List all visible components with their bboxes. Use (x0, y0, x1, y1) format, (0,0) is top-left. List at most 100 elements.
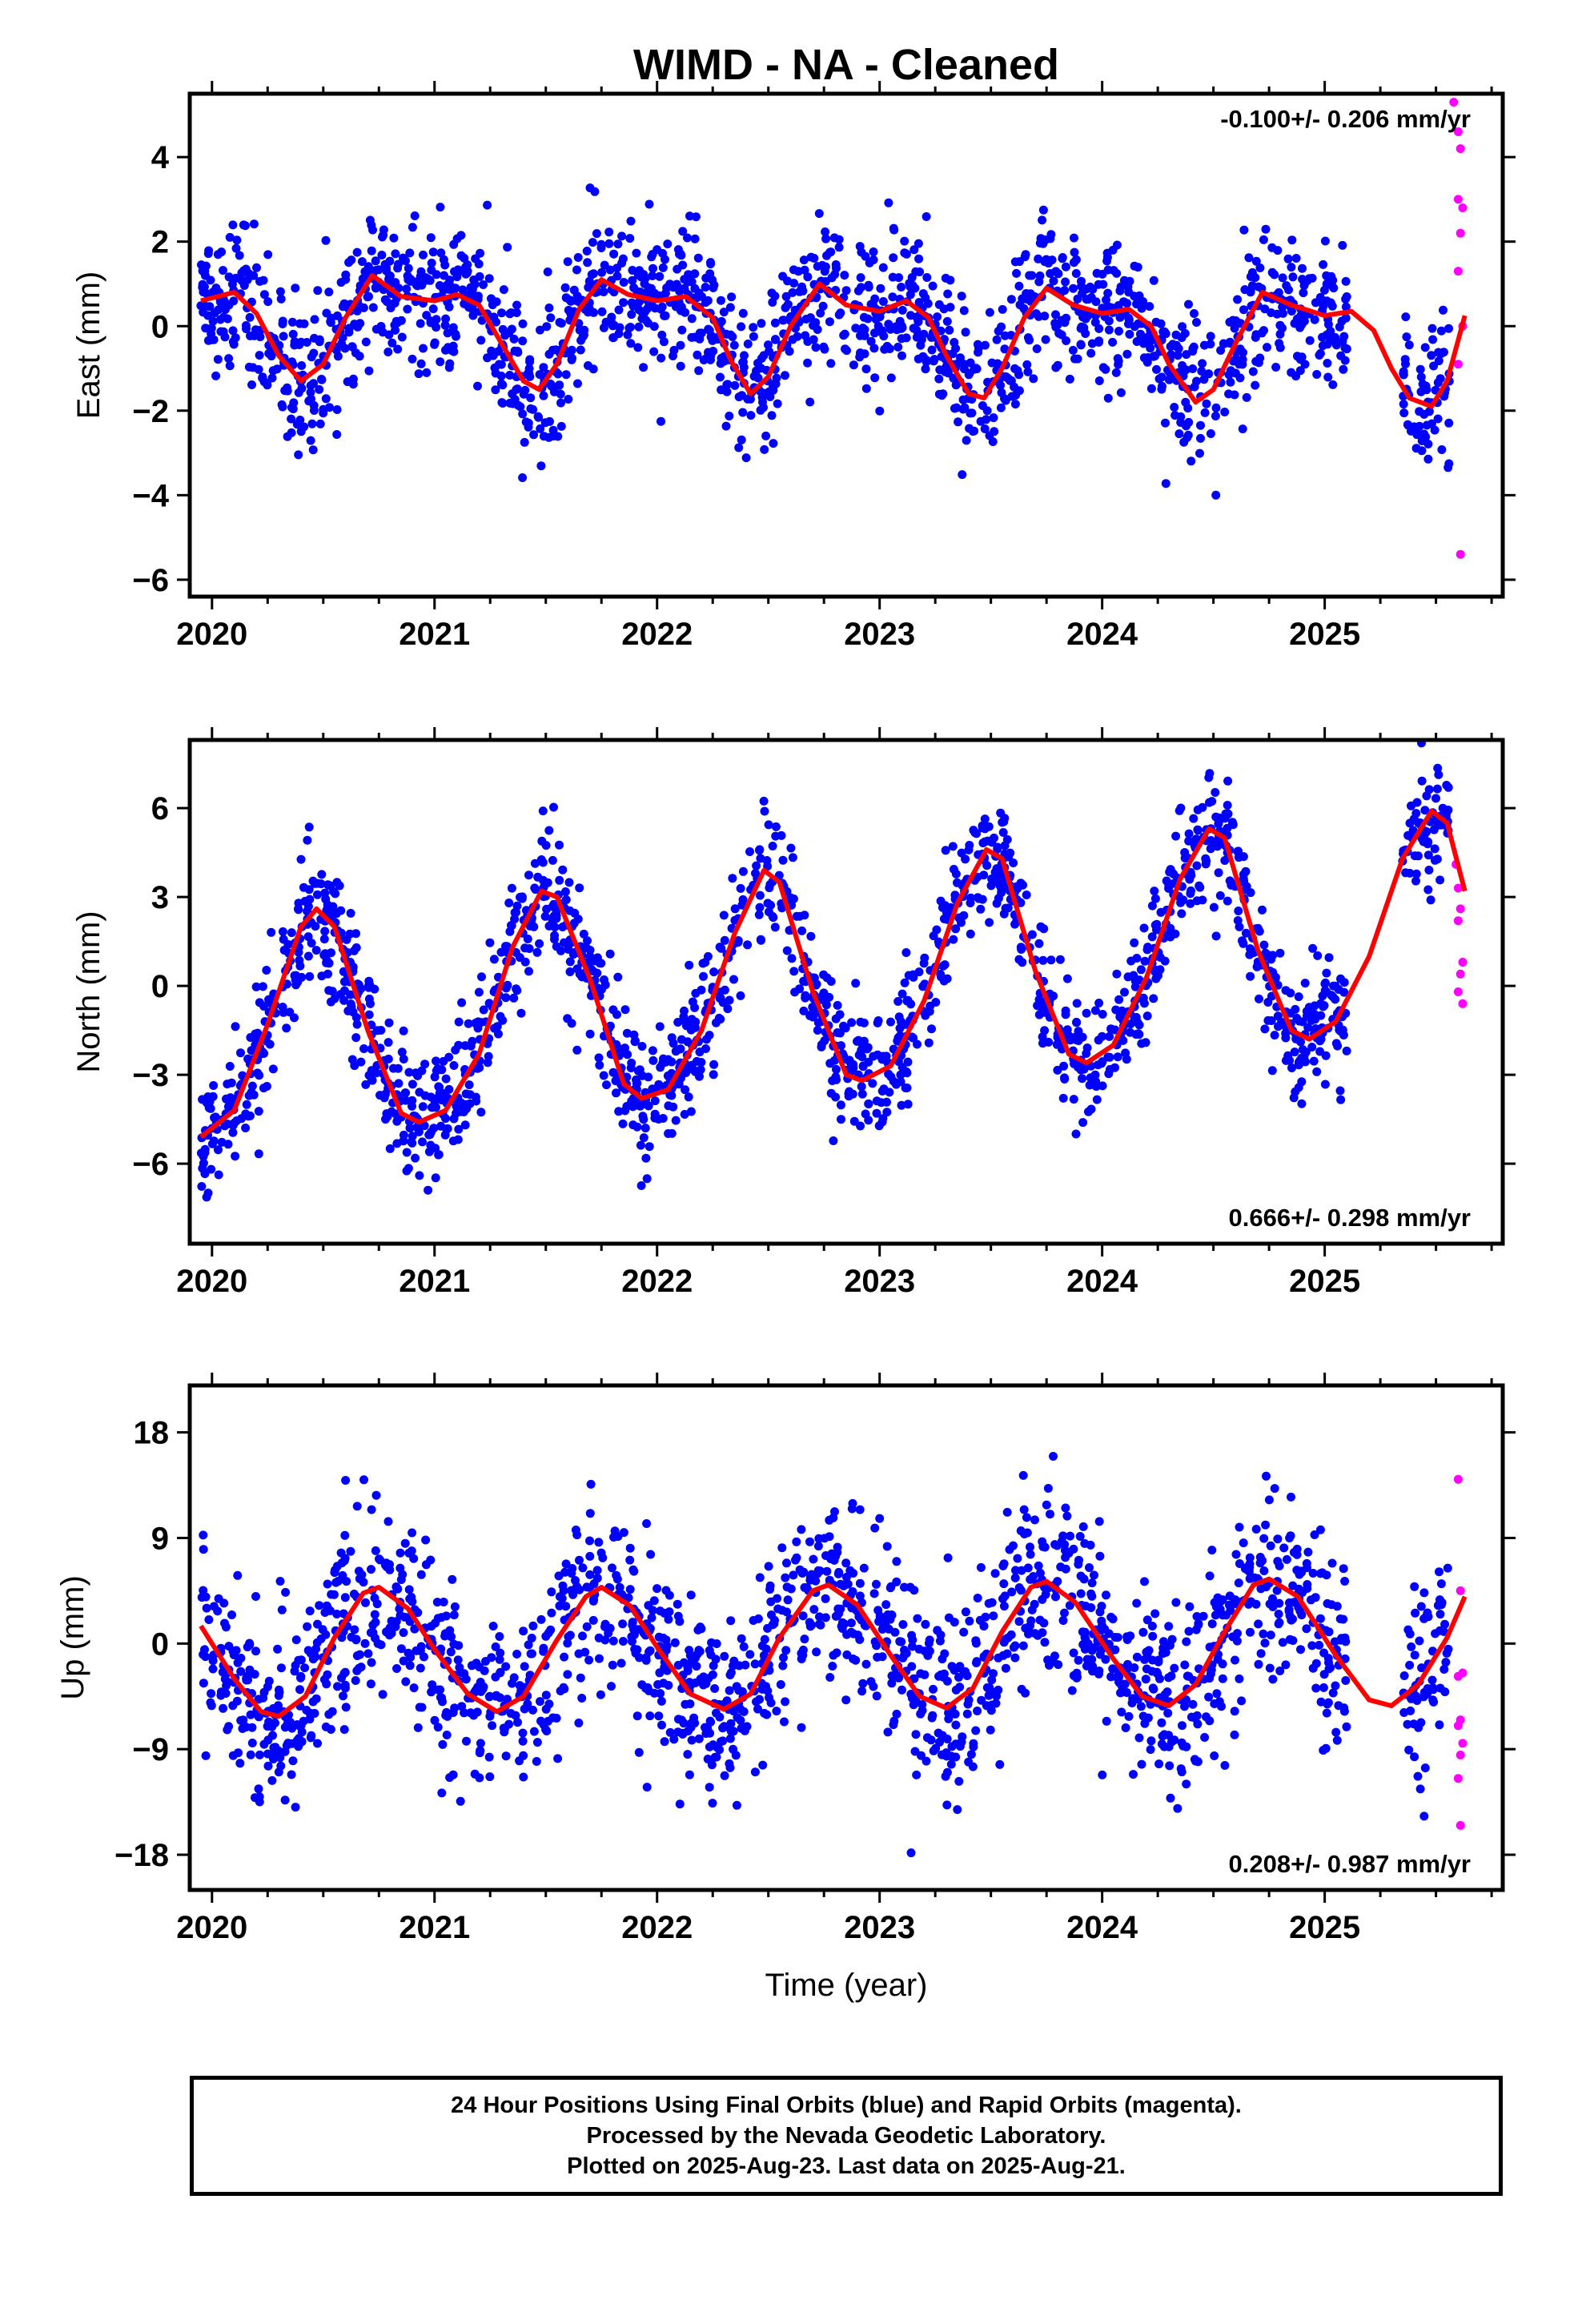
final-orbit-point (346, 1546, 355, 1556)
final-orbit-point (986, 1725, 995, 1735)
final-orbit-point (520, 957, 530, 967)
final-orbit-point (949, 935, 958, 944)
final-orbit-point (1417, 776, 1427, 786)
final-orbit-point (683, 1666, 693, 1675)
final-orbit-point (214, 1145, 223, 1155)
final-orbit-point (778, 271, 788, 281)
final-orbit-point (484, 1752, 494, 1762)
final-orbit-point (489, 312, 499, 322)
final-orbit-point (1278, 302, 1287, 312)
final-orbit-point (966, 1750, 976, 1759)
final-orbit-point (1082, 1049, 1091, 1058)
final-orbit-point (974, 348, 983, 357)
x-tick-label: 2020 (176, 1264, 247, 1299)
final-orbit-point (1066, 1531, 1075, 1541)
final-orbit-point (680, 275, 689, 284)
final-orbit-point (1036, 922, 1046, 931)
final-orbit-point (1443, 463, 1453, 472)
final-orbit-point (656, 416, 665, 426)
final-orbit-point (1430, 844, 1439, 854)
final-orbit-point (677, 325, 687, 335)
final-orbit-point (673, 1599, 682, 1609)
final-orbit-point (479, 1005, 488, 1015)
final-orbit-point (753, 373, 763, 383)
final-orbit-point (1026, 1616, 1036, 1626)
final-orbit-point (1268, 1675, 1278, 1684)
final-orbit-point (516, 1008, 526, 1018)
final-orbit-point (497, 308, 506, 318)
rapid-orbit-point (1458, 958, 1468, 967)
final-orbit-point (307, 419, 317, 428)
final-orbit-point (572, 265, 581, 275)
final-orbit-point (1287, 263, 1296, 272)
final-orbit-point (306, 388, 315, 397)
final-orbit-point (233, 1570, 243, 1580)
final-orbit-point (1220, 856, 1230, 865)
final-orbit-point (418, 1137, 427, 1147)
final-orbit-point (323, 969, 332, 979)
final-orbit-point (889, 253, 898, 263)
final-orbit-point (1420, 343, 1430, 352)
final-orbit-point (683, 1750, 693, 1759)
final-orbit-point (518, 473, 528, 482)
final-orbit-point (1058, 1093, 1068, 1103)
final-orbit-point (530, 858, 540, 868)
final-orbit-point (496, 1648, 505, 1658)
final-orbit-point (1210, 1751, 1219, 1760)
final-orbit-point (563, 1014, 572, 1023)
final-orbit-point (1133, 263, 1142, 272)
final-orbit-point (456, 1796, 465, 1806)
final-orbit-point (684, 1018, 693, 1027)
final-orbit-point (971, 1726, 981, 1735)
final-orbit-point (544, 1716, 552, 1726)
final-orbit-point (519, 389, 528, 399)
final-orbit-point (1235, 922, 1244, 931)
final-orbit-point (1137, 1759, 1146, 1769)
final-orbit-point (359, 1475, 368, 1485)
final-orbit-point (1065, 374, 1074, 384)
final-orbit-point (441, 1074, 451, 1084)
final-orbit-point (1061, 262, 1070, 271)
final-orbit-point (1205, 1642, 1215, 1652)
final-orbit-point (1034, 254, 1043, 263)
final-orbit-point (972, 364, 982, 374)
final-orbit-point (1088, 1667, 1098, 1676)
final-orbit-point (588, 269, 598, 279)
final-orbit-point (1069, 283, 1078, 293)
final-orbit-point (709, 347, 718, 356)
final-orbit-point (619, 298, 628, 308)
final-orbit-point (263, 1749, 272, 1759)
final-orbit-point (1138, 993, 1148, 1003)
final-orbit-point (1424, 407, 1434, 416)
final-orbit-point (1009, 858, 1018, 867)
final-orbit-point (743, 940, 753, 950)
final-orbit-point (565, 967, 575, 976)
final-orbit-point (1042, 1500, 1051, 1510)
final-orbit-point (773, 399, 782, 408)
final-orbit-point (687, 1735, 697, 1745)
final-orbit-point (659, 337, 669, 347)
final-orbit-point (709, 1070, 718, 1080)
final-orbit-point (505, 371, 515, 380)
final-orbit-point (806, 931, 816, 941)
final-orbit-point (253, 1068, 263, 1078)
final-orbit-point (813, 1026, 822, 1035)
final-orbit-point (736, 991, 745, 1000)
final-orbit-point (267, 1722, 277, 1731)
final-orbit-point (1243, 1565, 1252, 1574)
final-orbit-point (1427, 324, 1437, 333)
final-orbit-point (710, 1684, 720, 1693)
final-orbit-point (884, 198, 893, 207)
final-orbit-point (1051, 363, 1061, 372)
final-orbit-point (1287, 235, 1297, 245)
final-orbit-point (1434, 770, 1443, 779)
final-orbit-point (1152, 925, 1161, 935)
final-orbit-point (311, 946, 321, 955)
x-tick-label: 2025 (1289, 1264, 1360, 1299)
final-orbit-point (426, 1555, 436, 1565)
final-orbit-point (984, 1598, 994, 1608)
final-orbit-point (1246, 272, 1255, 281)
final-orbit-point (400, 1538, 410, 1548)
final-orbit-point (231, 1152, 240, 1161)
final-orbit-point (870, 373, 880, 383)
